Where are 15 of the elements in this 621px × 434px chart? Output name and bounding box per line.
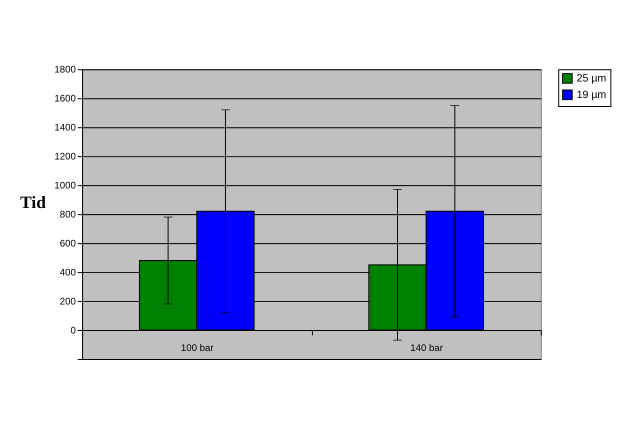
y-tick-label: 1600 [54,94,76,105]
y-tick-label: 600 [60,238,76,250]
y-axis-title: Tid [20,192,46,212]
x-tick-label: 100 bar [180,342,214,354]
y-tick-label: 400 [60,267,76,278]
y-tick-label: 800 [60,210,76,221]
legend-label: 19 µm [576,88,606,101]
y-tick-label: 1800 [54,64,76,76]
y-tick-label: 0 [70,325,76,336]
y-tick-label: 200 [60,296,76,308]
legend-label: 25 µm [576,72,606,84]
x-tick-label: 140 bar [410,342,444,354]
y-tick-label: 1400 [54,122,76,134]
y-tick-label: 1000 [54,180,76,192]
y-tick-label: 1200 [54,152,76,163]
